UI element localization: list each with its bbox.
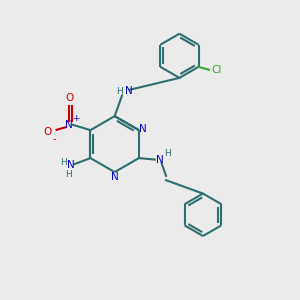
Text: N: N [68, 160, 75, 170]
Text: Cl: Cl [212, 65, 222, 75]
Text: N: N [65, 120, 73, 130]
Text: N: N [111, 172, 119, 182]
Text: O: O [44, 127, 52, 137]
Text: N: N [156, 154, 164, 165]
Text: N: N [139, 124, 146, 134]
Text: +: + [72, 114, 80, 123]
Text: O: O [65, 93, 74, 103]
Text: H: H [164, 148, 171, 158]
Text: -: - [53, 134, 56, 144]
Text: H: H [60, 158, 66, 167]
Text: N: N [124, 86, 132, 96]
Text: H: H [65, 170, 72, 179]
Text: H: H [116, 87, 123, 96]
